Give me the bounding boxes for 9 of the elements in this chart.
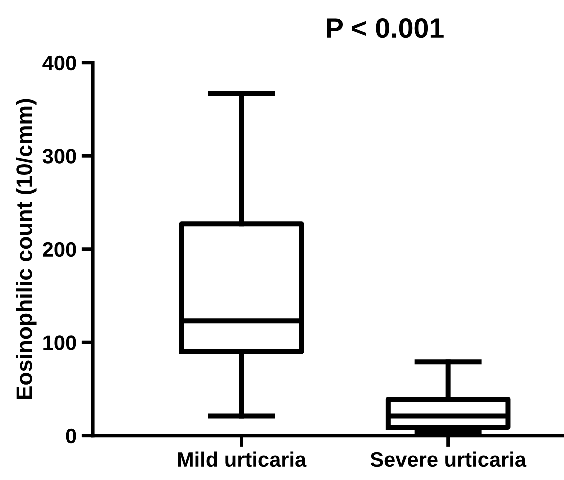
y-tick-label: 400	[42, 56, 76, 71]
x-tick-label: Severe urticaria	[370, 452, 527, 468]
chart-title: P < 0.001	[327, 18, 444, 38]
y-tick-label: 0	[66, 428, 76, 444]
y-tick-label: 100	[44, 336, 76, 350]
x-tick-label: Mild urticaria	[178, 452, 307, 468]
y-axis-title: Eosinophilic count (10/cmm)	[16, 99, 37, 400]
y-tick-label: 300	[42, 149, 76, 164]
y-tick-label: 200	[43, 242, 76, 258]
